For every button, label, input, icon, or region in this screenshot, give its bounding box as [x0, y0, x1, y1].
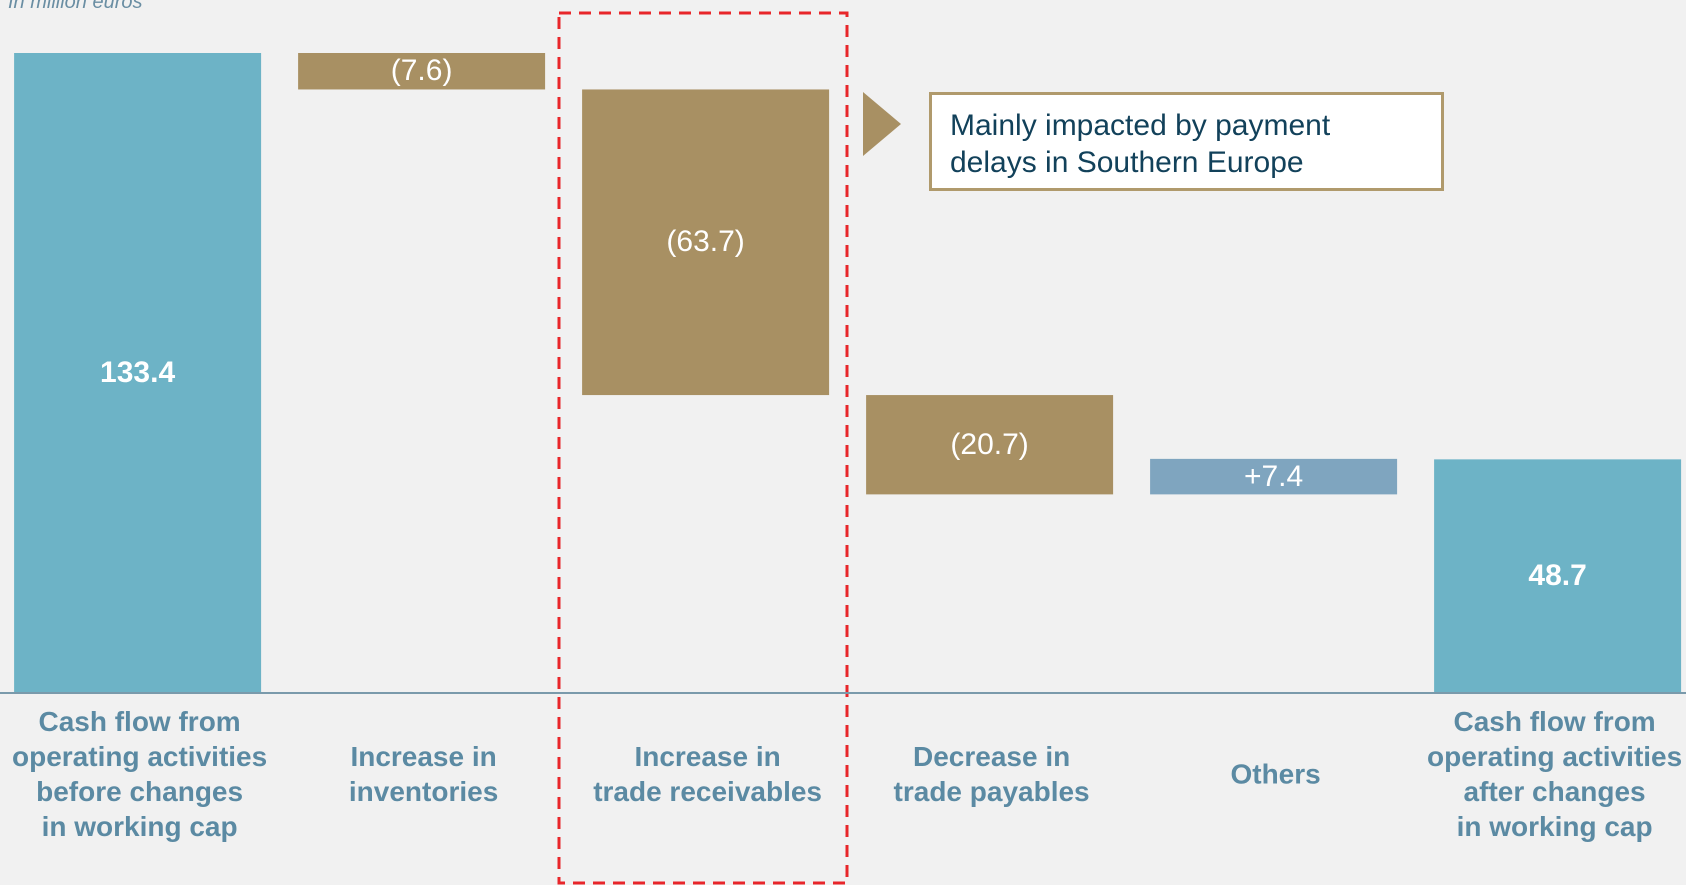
bar [582, 89, 830, 396]
value-label: 133.4 [100, 356, 176, 389]
highlight-box [557, 11, 849, 885]
value-label: (20.7) [950, 427, 1029, 461]
bar [866, 395, 1114, 495]
annotation: Mainly impacted by payment delays in Sou… [929, 92, 1444, 191]
value-label: (7.6) [390, 54, 453, 88]
x-tick-label: Decrease in trade payables [893, 741, 1090, 807]
bar [1434, 459, 1682, 693]
value-label: (63.7) [666, 225, 745, 259]
subtitle: In million euros [8, 0, 143, 13]
bar [298, 53, 546, 90]
value-label: +7.4 [1243, 459, 1304, 493]
bar [1150, 458, 1398, 495]
value-label: 48.7 [1528, 559, 1587, 593]
arrow [863, 92, 901, 156]
x-tick-label: Others [1230, 758, 1321, 790]
bar [14, 53, 262, 693]
x-tick-label: Increase in inventories [348, 741, 499, 807]
x-tick-label: Cash flow from operating activities afte… [1427, 706, 1683, 842]
x-tick-label: Cash flow from operating activities befo… [12, 706, 268, 842]
x-tick-label: Increase in trade receivables [593, 741, 822, 807]
